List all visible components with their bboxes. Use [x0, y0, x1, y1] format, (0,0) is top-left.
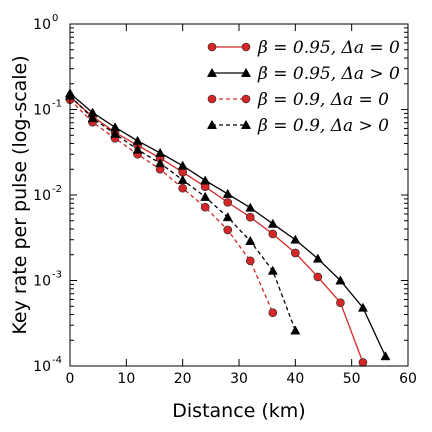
data-point: [200, 202, 210, 212]
series-line: [69, 96, 364, 363]
y-tick-label: 10: [33, 188, 51, 204]
data-point: [222, 212, 233, 222]
x-tick-label: 60: [399, 371, 417, 387]
data-point: [268, 229, 278, 239]
legend-entry: β = 0.9, Δa > 0: [206, 116, 389, 136]
legend-entry: β = 0.95, Δa > 0: [206, 64, 400, 84]
legend-marker: [207, 42, 217, 52]
legend-marker: [206, 67, 218, 77]
data-point: [177, 174, 188, 184]
y-tick-label: 10: [33, 359, 51, 375]
x-tick-label: 30: [230, 371, 248, 387]
data-point: [177, 160, 188, 170]
legend-marker: [240, 119, 252, 129]
data-point: [223, 225, 233, 235]
data-point: [358, 358, 368, 367]
y-tick-label: 10: [33, 274, 51, 290]
y-tick-label: 10: [33, 17, 51, 33]
data-point: [200, 191, 211, 201]
data-point: [245, 256, 255, 266]
legend-marker: [206, 119, 218, 129]
data-point: [155, 147, 166, 157]
x-tick-label: 50: [343, 371, 361, 387]
legend-marker: [207, 94, 217, 104]
data-point: [245, 235, 256, 245]
data-point: [290, 234, 301, 244]
y-axis-title: Key rate per pulse (log-scale): [9, 55, 31, 334]
data-point: [87, 113, 98, 123]
plot-layer: [64, 88, 391, 367]
legend-entry: β = 0.9, Δa = 0: [207, 90, 389, 110]
x-axis-title: Distance (km): [172, 400, 305, 422]
data-point: [223, 198, 233, 207]
y-tick-label-exponent: -1: [52, 99, 62, 110]
legend-marker: [241, 42, 251, 52]
data-point: [245, 212, 255, 222]
data-point: [312, 253, 323, 263]
data-point: [335, 275, 346, 285]
data-point: [357, 302, 368, 312]
y-tick-label-exponent: -3: [52, 270, 62, 281]
data-point: [178, 183, 187, 193]
data-point: [267, 218, 278, 228]
legend: β = 0.95, Δa = 0 β = 0.95, Δa > 0 β = 0.9,…: [206, 38, 400, 136]
data-point: [110, 128, 121, 138]
data-point: [267, 265, 278, 275]
y-tick-label-exponent: -2: [52, 184, 62, 195]
series-4: [64, 90, 301, 335]
x-tick-label: 0: [66, 371, 75, 387]
legend-label: β = 0.9, Δa > 0: [257, 116, 389, 136]
data-point: [200, 175, 211, 185]
data-point: [245, 202, 256, 212]
x-tick-label: 40: [286, 371, 304, 387]
legend-label: β = 0.9, Δa = 0: [257, 90, 389, 110]
data-point: [132, 144, 143, 154]
data-point: [336, 298, 345, 307]
legend-marker: [241, 94, 251, 104]
data-point: [132, 135, 143, 145]
legend-label: β = 0.95, Δa = 0: [257, 38, 400, 58]
x-tick-label: 20: [174, 371, 192, 387]
data-point: [268, 308, 278, 318]
data-point: [313, 272, 323, 282]
legend-entry: β = 0.95, Δa = 0: [207, 38, 400, 58]
data-point: [380, 351, 391, 361]
y-tick-label-exponent: -4: [52, 355, 62, 366]
legend-marker: [240, 67, 252, 77]
data-point: [155, 158, 166, 168]
y-tick-label: 10: [33, 103, 51, 119]
data-point: [290, 325, 301, 335]
data-point: [291, 248, 300, 258]
data-point: [222, 188, 233, 198]
series-line: [69, 99, 274, 313]
legend-label: β = 0.95, Δa > 0: [257, 64, 400, 84]
y-tick-label-exponent: 0: [52, 13, 58, 24]
x-tick-label: 10: [117, 371, 135, 387]
